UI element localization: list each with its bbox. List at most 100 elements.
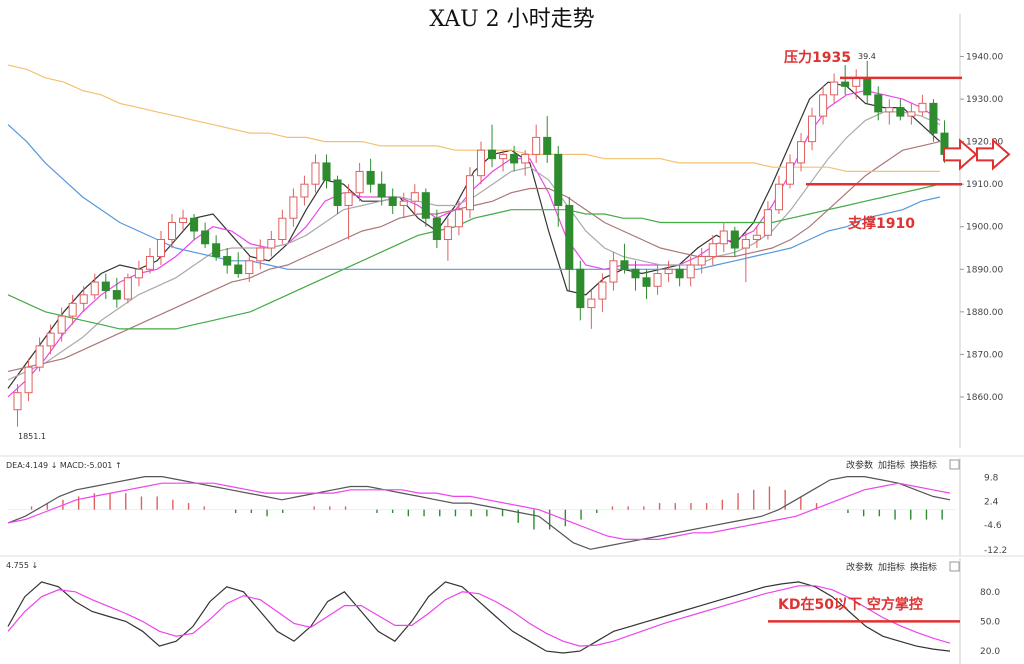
candle-down <box>874 94 883 113</box>
candle-up <box>156 239 166 258</box>
candle-up <box>598 281 607 300</box>
candle-up <box>145 256 154 270</box>
candle-up <box>763 209 772 236</box>
macd-panel: DEA:4.149 ↓ MACD:-5.001 ↑ 9.8 2.4 -4.6 -12.2… <box>0 458 1024 557</box>
candle-up <box>796 141 806 164</box>
kd-y-tick-label: 20.0 <box>980 647 1000 657</box>
candle-down <box>675 268 684 279</box>
candle-up <box>653 273 662 287</box>
macd-button-2: 换指标 <box>910 459 937 471</box>
candle-up <box>708 243 717 258</box>
candle-up <box>476 149 486 177</box>
candle-up <box>355 170 364 194</box>
y-tick-label: 1920.00 <box>966 138 1003 148</box>
candle-up <box>399 200 408 206</box>
candle-down <box>543 136 552 155</box>
candle-up <box>123 277 132 300</box>
y-tick-label: 1870.00 <box>966 350 1003 360</box>
candle-up <box>68 302 77 317</box>
candle-up <box>90 281 99 296</box>
kd-y-tick-label: 50.0 <box>980 617 1000 627</box>
moving-average-line <box>7 111 941 381</box>
candle-up <box>587 298 596 309</box>
candle-up <box>719 230 728 245</box>
candle-up <box>752 234 761 241</box>
candle-up <box>13 392 22 411</box>
candle-up <box>24 366 33 394</box>
candle-down <box>234 264 243 275</box>
candle-up <box>785 162 795 185</box>
candle-up <box>609 260 618 283</box>
candle-down <box>322 162 331 181</box>
candle-up <box>808 115 817 143</box>
macd-label: DEA:4.149 ↓ MACD:-5.001 ↑ <box>6 461 122 470</box>
candle-down <box>730 230 739 249</box>
candle-up <box>311 162 320 185</box>
candle-up <box>819 94 828 117</box>
candle-up <box>46 332 55 347</box>
candle-up <box>57 315 66 334</box>
candle-up <box>465 175 474 211</box>
candle-down <box>201 230 210 245</box>
trend-arrow-2 <box>976 138 1011 171</box>
candle-down <box>565 204 574 270</box>
moving-average-line <box>7 183 941 330</box>
candle-up <box>885 107 894 113</box>
kd-label: 4.755 ↓ <box>6 561 38 570</box>
candle-up <box>499 153 508 160</box>
kd-k-line <box>7 581 951 654</box>
candle-down <box>432 217 441 241</box>
high-label: 39.4 <box>858 52 876 61</box>
chart-title: XAU 2 小时走势 <box>429 7 594 32</box>
kd-close-icon <box>949 561 960 572</box>
macd-close-icon <box>949 459 960 470</box>
y-tick-label: 1930.00 <box>966 95 1003 105</box>
moving-average-line <box>7 89 941 398</box>
candle-down <box>488 149 497 160</box>
low-label: 1851.1 <box>18 432 46 441</box>
candle-down <box>101 281 110 292</box>
kd-button-1: 加指标 <box>878 561 905 573</box>
candle-down <box>841 81 850 87</box>
candle-up <box>245 260 254 275</box>
macd-dea-line <box>7 482 951 541</box>
candle-up <box>300 183 309 198</box>
candle-up <box>774 183 783 211</box>
candle-down <box>620 260 629 270</box>
candle-down <box>421 192 430 219</box>
y-tick-label: 1900.00 <box>966 223 1003 233</box>
moving-average-line <box>7 141 941 372</box>
y-tick-label: 1880.00 <box>966 308 1003 318</box>
support-label: 支撑1910 <box>847 215 915 232</box>
candle-up <box>134 268 143 279</box>
y-tick-label: 1860.00 <box>966 393 1003 403</box>
kd-panel: 4.755 ↓ 80.0 50.0 20.0 改参数 加指标 换指标 KD在50以下 空方掌控 <box>6 558 1000 664</box>
candle-up <box>686 264 695 279</box>
candle-up <box>454 209 463 228</box>
candle-up <box>167 221 177 241</box>
resistance-label: 压力1935 <box>784 49 851 66</box>
candle-down <box>576 268 585 309</box>
candle-down <box>112 290 121 300</box>
candle-down <box>642 277 651 287</box>
kd-d-line <box>7 585 951 647</box>
macd-y-tick-label: -12.2 <box>984 546 1007 556</box>
candle-down <box>554 153 563 206</box>
candle-down <box>377 183 386 198</box>
candle-up <box>344 192 353 206</box>
kd-button-2: 换指标 <box>910 561 937 573</box>
candle-up <box>521 153 530 164</box>
macd-y-tick-label: -4.6 <box>984 521 1002 531</box>
candle-up <box>410 192 419 202</box>
kd-y-tick-label: 80.0 <box>980 588 1000 598</box>
macd-button-1: 加指标 <box>878 459 905 471</box>
candle-up <box>278 217 287 241</box>
macd-dif-line <box>7 476 951 550</box>
candle-up <box>830 81 839 96</box>
macd-button-0: 改参数 <box>846 459 873 471</box>
candle-up <box>443 226 452 241</box>
candle-down <box>896 107 905 117</box>
candle-up <box>907 111 916 117</box>
candle-down <box>510 153 519 164</box>
candle-down <box>190 217 199 232</box>
